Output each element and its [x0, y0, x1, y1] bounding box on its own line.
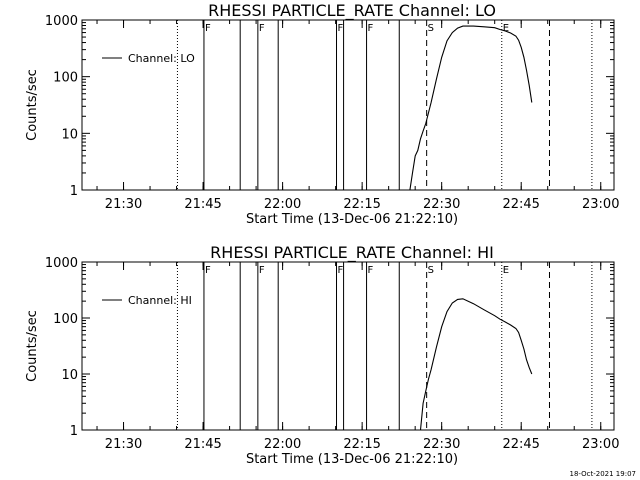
x-tick-label: 23:00	[582, 437, 619, 452]
legend-label: Channel: HI	[128, 294, 192, 307]
x-tick-label: 22:30	[423, 437, 460, 452]
legend-label: Channel: LO	[128, 52, 195, 65]
x-tick-label: 22:15	[343, 197, 380, 212]
y-tick-label: 100	[53, 71, 78, 86]
flag-marker-label: F	[205, 265, 211, 276]
dashed-marker-label: S	[428, 23, 434, 34]
flag-marker-label: F	[259, 23, 265, 34]
flag-marker-label: F	[368, 23, 374, 34]
footer-timestamp: 18-Oct-2021 19:07	[569, 470, 636, 478]
x-tick-label: 21:45	[184, 437, 221, 452]
x-tick-label: 22:15	[343, 437, 380, 452]
chart-title: RHESSI PARTICLE_RATE Channel: LO	[208, 1, 496, 21]
dashed-marker-label: S	[428, 265, 434, 276]
y-tick-label: 1000	[45, 256, 78, 271]
x-tick-label: 22:30	[423, 197, 460, 212]
chart-panel-2: RHESSI PARTICLE_RATE Channel: HI 1 10 100 10…	[25, 243, 619, 467]
flag-marker-label: F	[259, 265, 265, 276]
x-axis-label: Start Time (13-Dec-06 21:22:10)	[246, 212, 458, 227]
x-tick-label: 21:30	[105, 197, 142, 212]
series-line	[419, 298, 533, 431]
plot-frame	[81, 19, 615, 191]
series-line	[409, 25, 533, 191]
x-tick-label: 22:45	[502, 197, 539, 212]
y-tick-label: 1000	[45, 14, 78, 29]
flag-marker-label: F	[368, 265, 374, 276]
y-tick-label: 1	[70, 184, 78, 199]
x-tick-label: 22:00	[264, 197, 301, 212]
flag-marker-label: F	[338, 265, 344, 276]
y-tick-label: 10	[61, 127, 78, 142]
y-axis-label: Counts/sec	[25, 69, 40, 141]
x-tick-label: 21:30	[105, 437, 142, 452]
y-tick-label: 10	[61, 368, 78, 383]
plot-frame	[81, 261, 615, 431]
x-tick-label: 23:00	[582, 197, 619, 212]
chart-title: RHESSI PARTICLE_RATE Channel: HI	[210, 243, 494, 263]
chart-panel-1: RHESSI PARTICLE_RATE Channel: LO 1 10 100 10…	[25, 1, 619, 227]
flag-marker-label: F	[338, 23, 344, 34]
x-tick-label: 22:00	[264, 437, 301, 452]
flag-marker-label: F	[205, 23, 211, 34]
y-tick-label: 1	[70, 424, 78, 439]
y-tick-label: 100	[53, 312, 78, 327]
y-axis-label: Counts/sec	[25, 310, 40, 382]
x-tick-label: 22:45	[502, 437, 539, 452]
dotted-marker-label: E	[503, 265, 509, 276]
dotted-marker-label: E	[503, 23, 509, 34]
x-tick-label: 21:45	[184, 197, 221, 212]
x-axis-label: Start Time (13-Dec-06 21:22:10)	[246, 452, 458, 467]
